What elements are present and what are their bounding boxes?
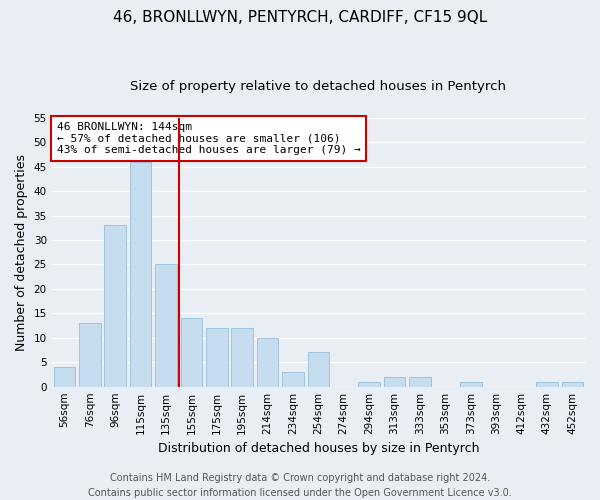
Bar bbox=[257, 338, 278, 386]
Bar bbox=[155, 264, 177, 386]
Y-axis label: Number of detached properties: Number of detached properties bbox=[15, 154, 28, 350]
Bar bbox=[358, 382, 380, 386]
Bar bbox=[460, 382, 482, 386]
Bar bbox=[53, 367, 75, 386]
Title: Size of property relative to detached houses in Pentyrch: Size of property relative to detached ho… bbox=[130, 80, 506, 93]
Bar bbox=[104, 226, 126, 386]
Bar bbox=[206, 328, 227, 386]
Text: 46, BRONLLWYN, PENTYRCH, CARDIFF, CF15 9QL: 46, BRONLLWYN, PENTYRCH, CARDIFF, CF15 9… bbox=[113, 10, 487, 25]
Bar bbox=[536, 382, 557, 386]
Bar bbox=[79, 323, 101, 386]
X-axis label: Distribution of detached houses by size in Pentyrch: Distribution of detached houses by size … bbox=[158, 442, 479, 455]
Bar bbox=[384, 377, 406, 386]
Bar bbox=[562, 382, 583, 386]
Bar bbox=[308, 352, 329, 386]
Text: Contains HM Land Registry data © Crown copyright and database right 2024.
Contai: Contains HM Land Registry data © Crown c… bbox=[88, 472, 512, 498]
Bar bbox=[232, 328, 253, 386]
Bar bbox=[409, 377, 431, 386]
Bar bbox=[181, 318, 202, 386]
Bar bbox=[130, 162, 151, 386]
Text: 46 BRONLLWYN: 144sqm
← 57% of detached houses are smaller (106)
43% of semi-deta: 46 BRONLLWYN: 144sqm ← 57% of detached h… bbox=[57, 122, 361, 155]
Bar bbox=[282, 372, 304, 386]
